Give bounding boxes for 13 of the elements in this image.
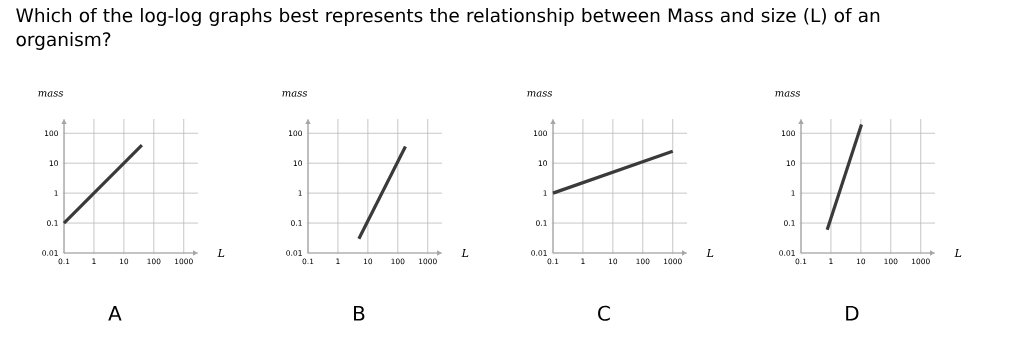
y-axis-title: mass — [38, 91, 64, 97]
text: C — [598, 305, 610, 321]
x-axis-title: L — [954, 248, 962, 257]
x-axis-title: L — [217, 248, 225, 257]
x-axis-title: L — [706, 248, 714, 257]
y-axis-title: mass — [775, 91, 801, 97]
text: A — [108, 306, 122, 321]
text: Which of the log-log graphs best represents the relationship between Mass and size (L) of an organism? — [16, 7, 880, 50]
text: B — [354, 306, 365, 321]
x-axis-title: L — [461, 248, 469, 257]
y-axis-title: mass — [527, 91, 553, 97]
text: D — [846, 306, 859, 321]
y-axis-title: mass — [282, 91, 308, 97]
